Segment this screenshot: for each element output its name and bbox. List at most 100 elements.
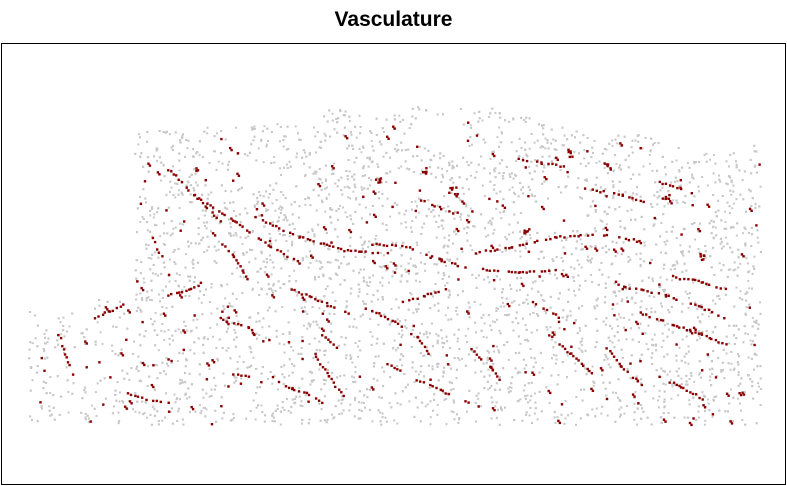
background-cell-point xyxy=(235,315,238,317)
background-cell-point xyxy=(354,198,357,201)
background-cell-point xyxy=(162,164,165,166)
background-cell-point xyxy=(461,290,464,293)
background-cell-point xyxy=(548,401,551,404)
background-cell-point xyxy=(91,404,94,407)
background-cell-point xyxy=(446,340,449,343)
background-cell-point xyxy=(46,356,49,359)
background-cell-point xyxy=(442,176,444,179)
background-cell-point xyxy=(411,208,413,211)
background-cell-point xyxy=(59,321,62,324)
background-cell-point xyxy=(552,353,555,356)
background-cell-point xyxy=(663,241,666,243)
background-cell-point xyxy=(719,242,722,245)
background-cell-point xyxy=(491,150,494,153)
background-cell-point xyxy=(533,141,536,144)
background-cell-point xyxy=(507,387,510,390)
background-cell-point xyxy=(514,249,517,252)
background-cell-point xyxy=(466,226,469,229)
background-cell-point xyxy=(326,285,329,288)
background-cell-point xyxy=(580,349,583,352)
background-cell-point xyxy=(318,168,321,170)
background-cell-point xyxy=(272,284,275,287)
background-cell-point xyxy=(395,143,398,146)
background-cell-point xyxy=(759,377,762,380)
background-cell-point xyxy=(407,148,410,151)
background-cell-point xyxy=(262,317,265,320)
background-cell-point xyxy=(375,244,378,247)
background-cell-point xyxy=(652,344,655,347)
background-cell-point xyxy=(346,263,349,266)
background-cell-point xyxy=(676,262,679,265)
background-cell-point xyxy=(509,284,511,287)
background-cell-point xyxy=(650,307,653,310)
background-cell-point xyxy=(603,147,606,150)
background-cell-point xyxy=(169,411,172,413)
background-cell-point xyxy=(269,254,271,257)
background-cell-point xyxy=(258,334,261,336)
background-cell-point xyxy=(315,151,317,154)
background-cell-point xyxy=(630,297,633,300)
background-cell-point xyxy=(280,267,283,270)
background-cell-point xyxy=(229,226,232,229)
background-cell-point xyxy=(235,297,238,300)
background-cell-point xyxy=(706,184,709,187)
background-cell-point xyxy=(161,361,164,364)
background-cell-point xyxy=(182,423,185,426)
background-cell-point xyxy=(62,325,65,327)
background-cell-point xyxy=(146,290,149,293)
background-cell-point xyxy=(724,210,727,213)
background-cell-point xyxy=(499,249,501,252)
background-cell-point xyxy=(446,282,449,285)
background-cell-point xyxy=(310,256,313,259)
background-cell-point xyxy=(140,260,143,263)
background-cell-point xyxy=(364,174,366,177)
background-cell-point xyxy=(519,237,522,240)
background-cell-point xyxy=(493,150,495,153)
background-cell-point xyxy=(118,352,121,355)
background-cell-point xyxy=(385,224,388,226)
background-cell-point xyxy=(174,329,177,332)
background-cell-point xyxy=(197,297,200,300)
background-cell-point xyxy=(508,188,511,191)
background-cell-point xyxy=(615,162,618,165)
background-cell-point xyxy=(710,360,713,363)
background-cell-point xyxy=(161,297,164,299)
background-cell-point xyxy=(619,225,622,228)
background-cell-point xyxy=(490,396,493,399)
background-cell-point xyxy=(202,396,205,399)
background-cell-point xyxy=(342,114,345,117)
background-cell-point xyxy=(243,276,246,279)
background-cell-point xyxy=(358,288,361,291)
background-cell-point xyxy=(468,310,471,313)
background-cell-point xyxy=(329,207,332,209)
background-cell-point xyxy=(579,196,582,199)
background-cell-point xyxy=(429,423,432,426)
background-cell-point xyxy=(155,364,158,367)
background-cell-point xyxy=(681,338,684,341)
background-cell-point xyxy=(474,321,477,324)
background-cell-point xyxy=(675,359,678,362)
background-cell-point xyxy=(416,310,418,313)
background-cell-point xyxy=(729,368,732,371)
background-cell-point xyxy=(726,275,729,278)
background-cell-point xyxy=(497,408,499,411)
background-cell-point xyxy=(349,403,352,406)
background-cell-point xyxy=(652,143,654,146)
background-cell-point xyxy=(340,336,343,339)
background-cell-point xyxy=(330,413,333,416)
background-cell-point xyxy=(340,399,343,401)
background-cell-point xyxy=(586,137,589,139)
background-cell-point xyxy=(355,326,358,329)
background-cell-point xyxy=(326,418,329,421)
background-cell-point xyxy=(149,268,152,271)
background-cell-point xyxy=(421,226,424,229)
background-cell-point xyxy=(470,143,473,146)
background-cell-point xyxy=(199,290,202,293)
background-cell-point xyxy=(524,247,527,250)
background-cell-point xyxy=(318,402,321,405)
background-cell-point xyxy=(228,160,231,163)
background-cell-point xyxy=(140,297,143,300)
background-cell-point xyxy=(754,334,757,337)
background-cell-point xyxy=(670,397,673,400)
background-cell-point xyxy=(729,189,732,192)
